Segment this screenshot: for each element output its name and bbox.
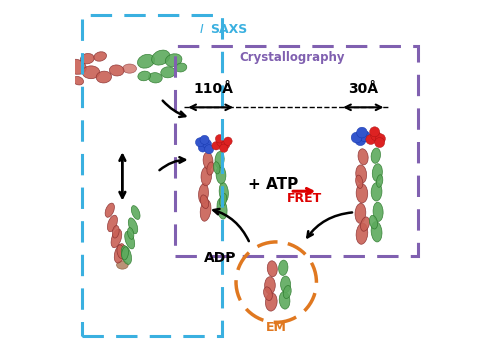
Ellipse shape — [138, 54, 154, 68]
Circle shape — [196, 138, 204, 147]
Ellipse shape — [138, 71, 150, 81]
Ellipse shape — [148, 73, 162, 83]
Ellipse shape — [284, 285, 291, 299]
Ellipse shape — [117, 245, 124, 259]
Ellipse shape — [268, 261, 278, 277]
Ellipse shape — [112, 226, 119, 238]
Ellipse shape — [200, 200, 211, 221]
Ellipse shape — [111, 229, 122, 248]
Ellipse shape — [371, 148, 380, 163]
Ellipse shape — [356, 184, 368, 203]
Text: SAXS: SAXS — [210, 24, 247, 37]
Ellipse shape — [370, 216, 378, 229]
Circle shape — [374, 138, 384, 147]
Ellipse shape — [121, 246, 132, 264]
Circle shape — [204, 145, 214, 154]
Ellipse shape — [373, 202, 383, 221]
Ellipse shape — [372, 164, 382, 181]
Ellipse shape — [96, 71, 112, 83]
Ellipse shape — [122, 64, 136, 73]
Bar — [175, 46, 418, 256]
Ellipse shape — [201, 167, 211, 186]
Ellipse shape — [82, 66, 100, 79]
Ellipse shape — [124, 231, 134, 249]
Ellipse shape — [360, 217, 370, 231]
Text: Crystallography: Crystallography — [240, 51, 345, 64]
Ellipse shape — [356, 175, 363, 188]
Ellipse shape — [114, 244, 125, 263]
Bar — [82, 15, 222, 336]
Ellipse shape — [264, 277, 276, 294]
Ellipse shape — [166, 54, 182, 67]
Ellipse shape — [220, 193, 227, 206]
Ellipse shape — [215, 151, 224, 168]
Ellipse shape — [278, 260, 288, 276]
Ellipse shape — [110, 65, 124, 76]
Ellipse shape — [217, 198, 227, 219]
Text: + ATP: + ATP — [248, 177, 298, 192]
Ellipse shape — [200, 195, 208, 208]
Ellipse shape — [356, 223, 368, 244]
Ellipse shape — [175, 63, 187, 72]
Text: 30Å: 30Å — [348, 82, 378, 96]
Ellipse shape — [266, 293, 277, 311]
Text: ADP: ADP — [204, 251, 236, 265]
Text: FRET: FRET — [286, 192, 322, 205]
Ellipse shape — [356, 165, 366, 183]
Circle shape — [360, 131, 370, 142]
Ellipse shape — [280, 276, 290, 293]
Circle shape — [371, 131, 381, 141]
Text: EM: EM — [266, 321, 286, 334]
Circle shape — [355, 135, 366, 146]
Ellipse shape — [198, 184, 208, 204]
Ellipse shape — [216, 166, 226, 184]
Ellipse shape — [108, 215, 118, 232]
Circle shape — [217, 138, 225, 146]
Circle shape — [216, 134, 224, 143]
Circle shape — [212, 141, 220, 150]
Text: 110Å: 110Å — [194, 82, 234, 96]
Ellipse shape — [264, 287, 272, 300]
Ellipse shape — [207, 162, 214, 175]
Text: I: I — [200, 24, 203, 37]
Ellipse shape — [94, 52, 106, 61]
Circle shape — [224, 137, 232, 145]
Circle shape — [220, 144, 228, 152]
Circle shape — [351, 132, 362, 143]
Ellipse shape — [214, 162, 220, 174]
Ellipse shape — [161, 67, 176, 78]
Ellipse shape — [203, 152, 213, 170]
Ellipse shape — [105, 203, 115, 217]
Ellipse shape — [152, 50, 170, 65]
Ellipse shape — [80, 53, 94, 64]
Ellipse shape — [358, 149, 368, 165]
Circle shape — [200, 135, 209, 144]
Ellipse shape — [355, 203, 366, 223]
Ellipse shape — [376, 175, 383, 187]
Ellipse shape — [132, 206, 140, 219]
Ellipse shape — [128, 218, 138, 234]
Ellipse shape — [73, 77, 84, 85]
Ellipse shape — [116, 261, 128, 269]
Ellipse shape — [66, 59, 86, 74]
Circle shape — [366, 134, 376, 145]
Circle shape — [202, 139, 211, 148]
Circle shape — [356, 127, 368, 138]
Circle shape — [222, 140, 230, 149]
Ellipse shape — [279, 292, 290, 309]
Ellipse shape — [371, 183, 382, 201]
Circle shape — [376, 134, 386, 144]
Ellipse shape — [128, 227, 134, 239]
Circle shape — [370, 127, 380, 137]
Circle shape — [198, 143, 207, 152]
Ellipse shape — [219, 183, 228, 202]
Ellipse shape — [122, 247, 128, 260]
Ellipse shape — [371, 221, 382, 242]
